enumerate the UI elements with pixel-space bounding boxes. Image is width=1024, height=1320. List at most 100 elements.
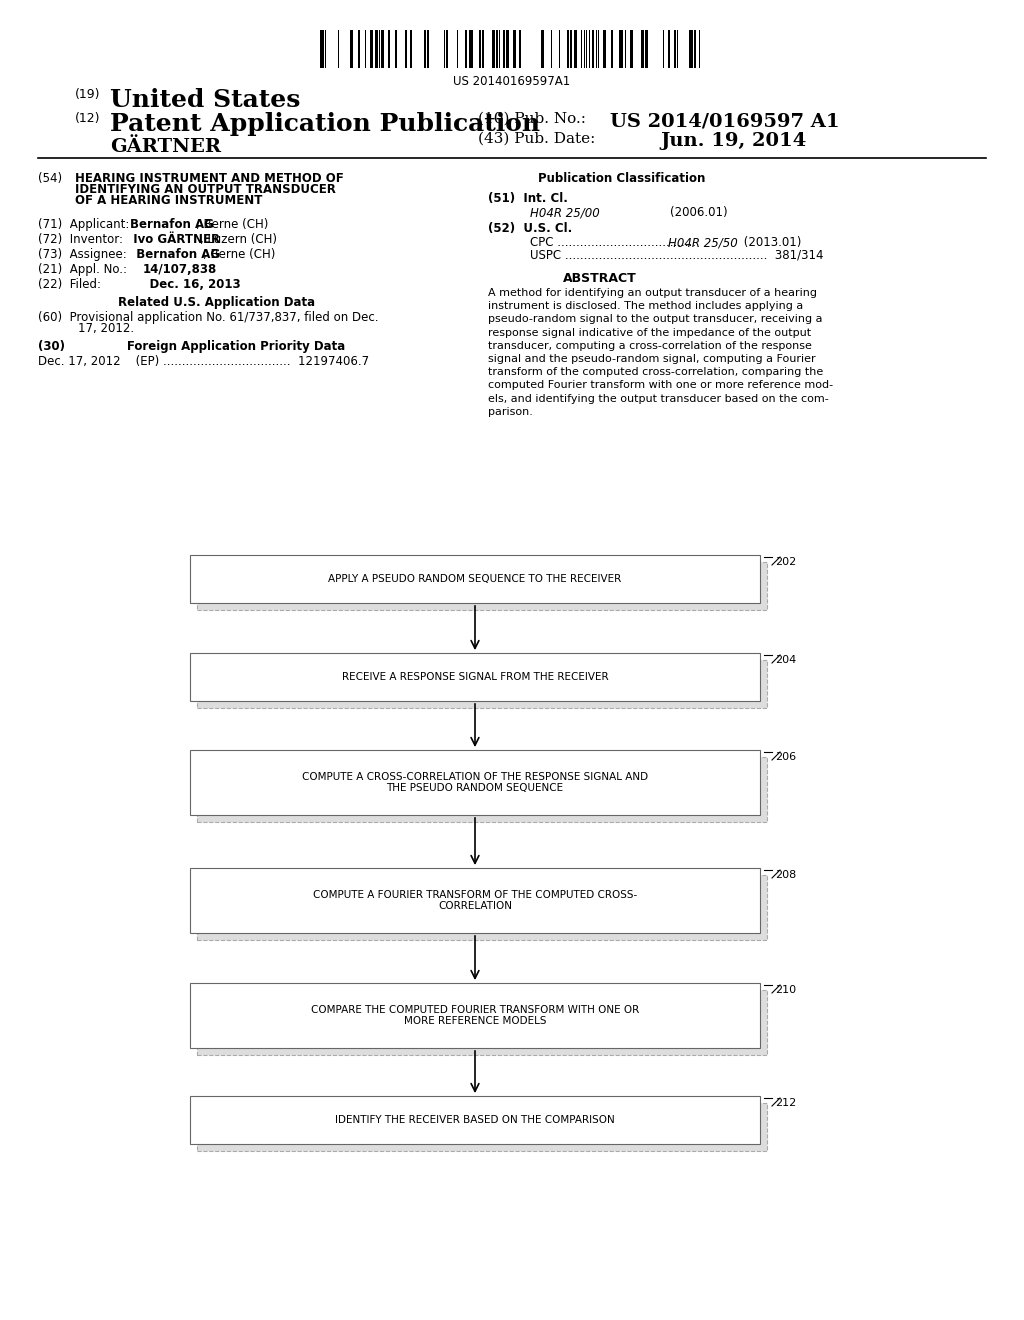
Bar (668, 30, 670, 69)
Bar (424, 30, 426, 69)
Bar (492, 30, 495, 69)
Text: (73)  Assignee:: (73) Assignee: (38, 248, 127, 261)
Bar (641, 30, 644, 69)
Text: (10) Pub. No.:: (10) Pub. No.: (478, 112, 586, 125)
Text: Bernafon AG: Bernafon AG (128, 248, 220, 261)
Bar (469, 30, 473, 69)
Bar (630, 30, 633, 69)
Text: (2006.01): (2006.01) (640, 206, 728, 219)
Text: US 20140169597A1: US 20140169597A1 (454, 75, 570, 88)
Text: Ivo GÄRTNER: Ivo GÄRTNER (125, 234, 220, 246)
Bar (519, 30, 521, 69)
Bar (190, 750, 760, 814)
Bar (388, 30, 390, 69)
Text: CPC .....................................: CPC ....................................… (530, 236, 703, 249)
Bar (197, 660, 767, 708)
Bar (592, 30, 594, 69)
Bar (674, 30, 676, 69)
Text: Related U.S. Application Data: Related U.S. Application Data (118, 296, 315, 309)
Bar (496, 30, 498, 69)
Text: Publication Classification: Publication Classification (538, 172, 706, 185)
Text: (52)  U.S. Cl.: (52) U.S. Cl. (488, 222, 572, 235)
Text: USPC ......................................................  381/314: USPC ...................................… (530, 248, 823, 261)
Text: COMPUTE A CROSS-CORRELATION OF THE RESPONSE SIGNAL AND
THE PSEUDO RANDOM SEQUENC: COMPUTE A CROSS-CORRELATION OF THE RESPO… (302, 772, 648, 793)
Bar (197, 990, 767, 1055)
Bar (406, 30, 407, 69)
Bar (197, 875, 767, 940)
Bar (574, 30, 577, 69)
Bar (570, 30, 572, 69)
Text: (22)  Filed:: (22) Filed: (38, 279, 101, 290)
Bar (410, 30, 412, 69)
Bar (611, 30, 613, 69)
Text: 204: 204 (775, 655, 797, 665)
Bar (645, 30, 648, 69)
Bar (603, 30, 606, 69)
Bar (395, 30, 397, 69)
Bar (482, 30, 484, 69)
Text: United States: United States (110, 88, 300, 112)
Bar (567, 30, 569, 69)
Bar (190, 869, 760, 933)
Text: OF A HEARING INSTRUMENT: OF A HEARING INSTRUMENT (75, 194, 262, 207)
Bar (503, 30, 505, 69)
Bar (689, 30, 693, 69)
Bar (190, 1096, 760, 1144)
Text: 17, 2012.: 17, 2012. (78, 322, 134, 335)
Text: H04R 25/00: H04R 25/00 (530, 206, 600, 219)
Text: Jun. 19, 2014: Jun. 19, 2014 (660, 132, 806, 150)
Text: (2013.01): (2013.01) (740, 236, 802, 249)
Bar (381, 30, 384, 69)
Bar (465, 30, 467, 69)
Bar (350, 30, 353, 69)
Bar (541, 30, 544, 69)
Text: US 2014/0169597 A1: US 2014/0169597 A1 (610, 112, 840, 129)
Text: Bernafon AG: Bernafon AG (130, 218, 214, 231)
Text: Dec. 17, 2012    (EP) ..................................  12197406.7: Dec. 17, 2012 (EP) .....................… (38, 355, 369, 368)
Text: (12): (12) (75, 112, 100, 125)
Bar (358, 30, 360, 69)
Text: (21)  Appl. No.:: (21) Appl. No.: (38, 263, 131, 276)
Bar (427, 30, 429, 69)
Text: (19): (19) (75, 88, 100, 102)
Text: , Luzern (CH): , Luzern (CH) (200, 234, 278, 246)
Text: 202: 202 (775, 557, 797, 568)
Text: 208: 208 (775, 870, 797, 880)
Text: (51)  Int. Cl.: (51) Int. Cl. (488, 191, 568, 205)
Text: HEARING INSTRUMENT AND METHOD OF: HEARING INSTRUMENT AND METHOD OF (75, 172, 344, 185)
Bar (370, 30, 373, 69)
Text: (60)  Provisional application No. 61/737,837, filed on Dec.: (60) Provisional application No. 61/737,… (38, 312, 379, 323)
Text: (54): (54) (38, 172, 62, 185)
Bar (446, 30, 449, 69)
Bar (479, 30, 481, 69)
Bar (694, 30, 696, 69)
Text: A method for identifying an output transducer of a hearing
instrument is disclos: A method for identifying an output trans… (488, 288, 834, 417)
Text: (72)  Inventor:: (72) Inventor: (38, 234, 123, 246)
Text: (71)  Applicant:: (71) Applicant: (38, 218, 133, 231)
Text: COMPARE THE COMPUTED FOURIER TRANSFORM WITH ONE OR
MORE REFERENCE MODELS: COMPARE THE COMPUTED FOURIER TRANSFORM W… (311, 1005, 639, 1027)
Text: APPLY A PSEUDO RANDOM SEQUENCE TO THE RECEIVER: APPLY A PSEUDO RANDOM SEQUENCE TO THE RE… (329, 574, 622, 583)
Text: COMPUTE A FOURIER TRANSFORM OF THE COMPUTED CROSS-
CORRELATION: COMPUTE A FOURIER TRANSFORM OF THE COMPU… (313, 890, 637, 911)
Text: IDENTIFY THE RECEIVER BASED ON THE COMPARISON: IDENTIFY THE RECEIVER BASED ON THE COMPA… (335, 1115, 614, 1125)
Bar (319, 30, 324, 69)
Text: Dec. 16, 2013: Dec. 16, 2013 (133, 279, 241, 290)
Bar (197, 756, 767, 822)
Bar (618, 30, 623, 69)
Text: (30)               Foreign Application Priority Data: (30) Foreign Application Priority Data (38, 341, 345, 352)
Text: , Berne (CH): , Berne (CH) (196, 218, 268, 231)
Text: 210: 210 (775, 985, 796, 995)
Text: Patent Application Publication: Patent Application Publication (110, 112, 540, 136)
Bar (190, 983, 760, 1048)
Text: 212: 212 (775, 1098, 797, 1107)
Bar (197, 562, 767, 610)
Text: IDENTIFYING AN OUTPUT TRANSDUCER: IDENTIFYING AN OUTPUT TRANSDUCER (75, 183, 336, 195)
Bar (375, 30, 378, 69)
Bar (513, 30, 516, 69)
Text: , Berne (CH): , Berne (CH) (203, 248, 275, 261)
Text: 206: 206 (775, 752, 796, 762)
Text: (43) Pub. Date:: (43) Pub. Date: (478, 132, 595, 147)
Text: 14/107,838: 14/107,838 (143, 263, 217, 276)
Text: H04R 25/50: H04R 25/50 (668, 236, 737, 249)
Bar (197, 1104, 767, 1151)
Bar (190, 653, 760, 701)
